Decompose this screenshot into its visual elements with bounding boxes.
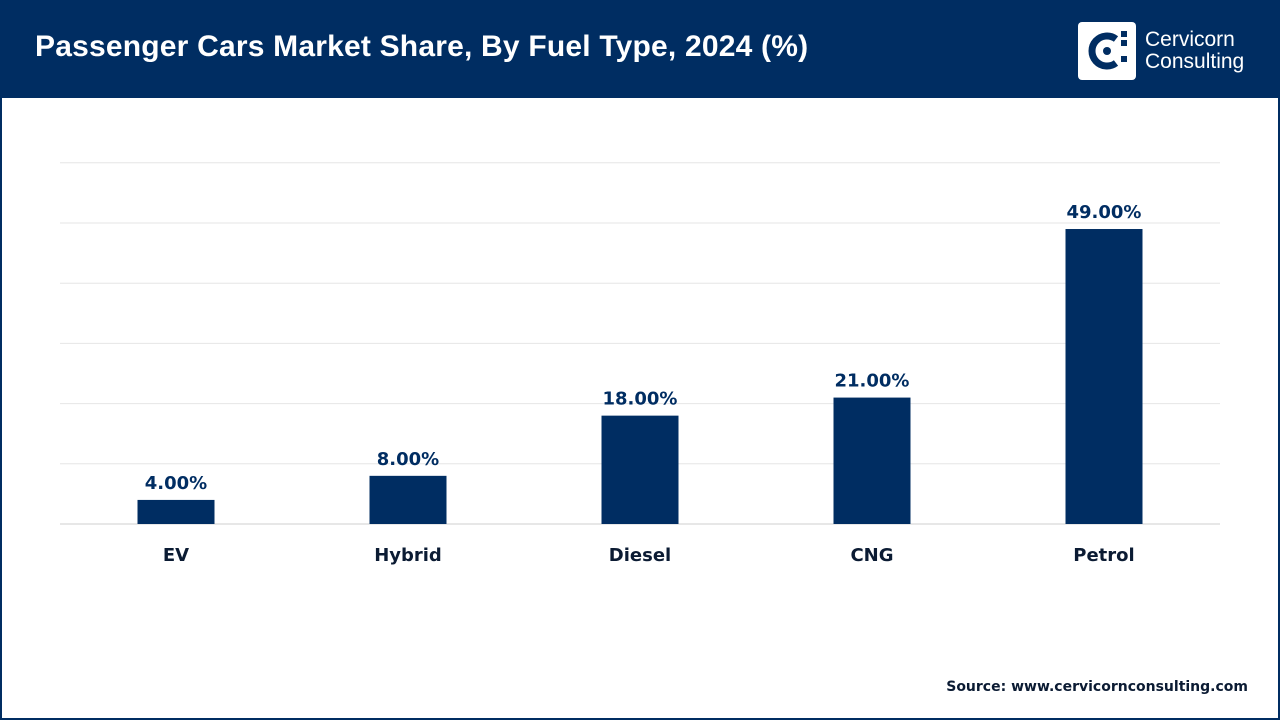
value-label-petrol: 49.00% [1067, 202, 1142, 223]
value-label-ev: 4.00% [145, 473, 207, 494]
bar-hybrid [369, 475, 447, 524]
value-label-hybrid: 8.00% [377, 449, 439, 470]
x-tick-label-ev: EV [163, 545, 189, 566]
bar-ev [137, 499, 215, 524]
source-note: Source: www.cervicornconsulting.com [946, 679, 1248, 695]
value-label-cng: 21.00% [835, 371, 910, 392]
chart-title: Passenger Cars Market Share, By Fuel Typ… [35, 30, 809, 63]
logo-line1: Cervicorn [1145, 28, 1235, 51]
value-labels: 4.00% 8.00% 18.00% 21.00% 49.00% [145, 202, 1142, 494]
gridlines [60, 162, 1220, 525]
cervicorn-logo-icon [1078, 22, 1136, 80]
logo-line2: Consulting [1145, 50, 1245, 73]
x-tick-label-diesel: Diesel [609, 545, 671, 566]
bar-petrol [1065, 229, 1143, 524]
bar-diesel [601, 415, 679, 524]
x-tick-label-cng: CNG [850, 545, 893, 566]
bar-cng [833, 397, 911, 524]
bars [137, 229, 1143, 524]
brand-logo: Cervicorn Consulting [1078, 22, 1268, 82]
x-tick-label-hybrid: Hybrid [374, 545, 442, 566]
bar-chart: 4.00% 8.00% 18.00% 21.00% 49.00% EV Hybrid Die… [60, 162, 1220, 566]
x-tick-label-petrol: Petrol [1073, 545, 1134, 566]
value-label-diesel: 18.00% [603, 389, 678, 410]
header-bar: Passenger Cars Market Share, By Fuel Typ… [2, 2, 1278, 98]
x-axis-labels: EV Hybrid Diesel CNG Petrol [163, 545, 1135, 566]
